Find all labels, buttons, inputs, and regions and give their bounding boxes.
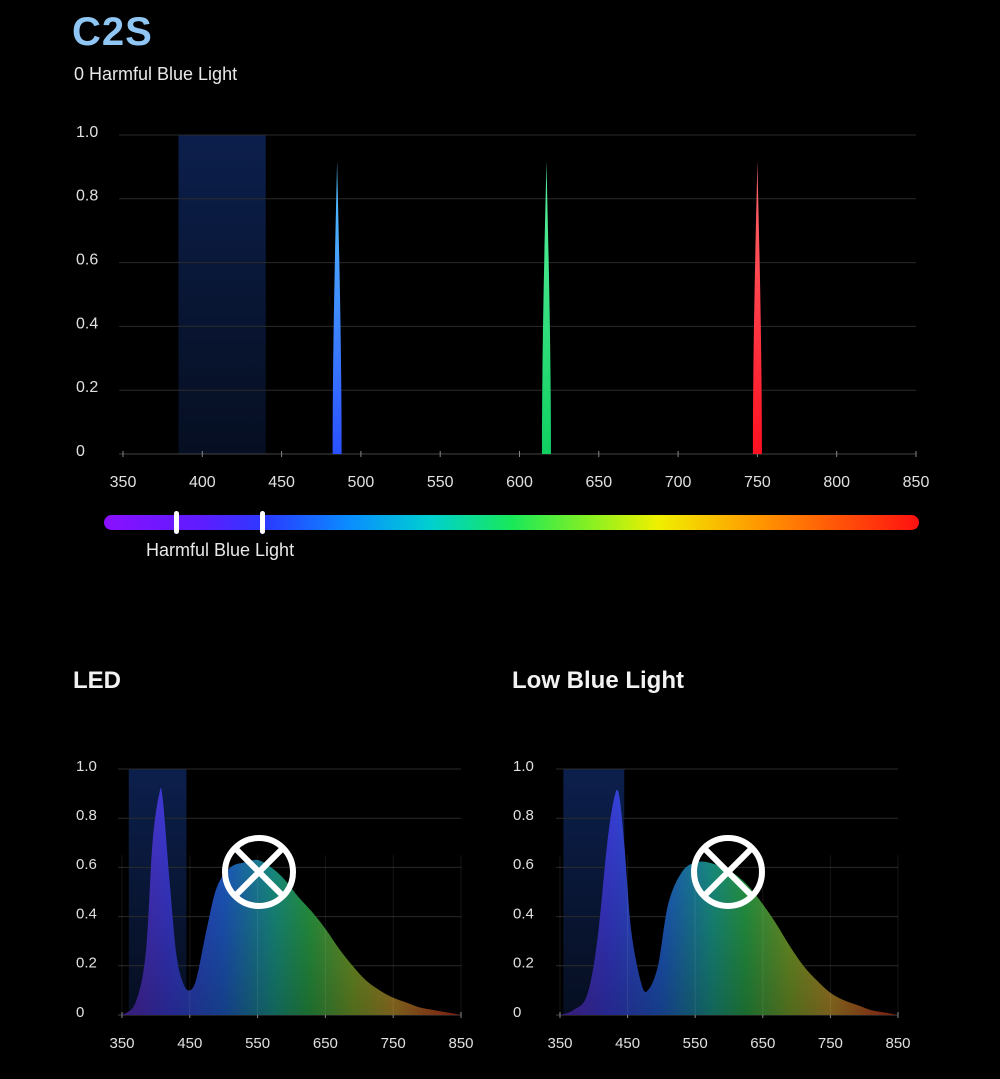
led-x-tick-label: 350: [109, 1035, 134, 1052]
main-peak-blue: [332, 160, 342, 454]
led-x-tick-label: 550: [245, 1035, 270, 1052]
led-x-tick-label: 650: [313, 1035, 338, 1052]
led-cross-icon: [222, 835, 296, 909]
low-blue-light-spectrum-chart: 0 0.2 0.4 0.6 0.8 1.0 350 450 550 650 750 850: [513, 758, 911, 1052]
page-title: C2S: [72, 10, 153, 54]
harmful-range-end-marker: [260, 511, 265, 534]
main-y-tick-label: 0.8: [76, 188, 98, 205]
low-spectrum-shade: [560, 789, 898, 1015]
led-x-tick-label: 850: [448, 1035, 473, 1052]
main-peak-red: [752, 160, 762, 454]
low-x-tick-label: 750: [818, 1035, 843, 1052]
main-peak-green: [541, 160, 551, 454]
led-y-tick-label: 0.8: [76, 807, 97, 824]
led-spectrum-shade: [122, 787, 461, 1015]
rainbow-bar: [104, 515, 919, 530]
main-x-tick-label: 700: [665, 474, 692, 491]
main-x-tick-label: 400: [189, 474, 216, 491]
main-x-tick-label: 500: [348, 474, 375, 491]
main-y-tick-label: 0.2: [76, 379, 98, 396]
low-y-tick-label: 0.6: [513, 856, 534, 873]
main-x-tick-label: 550: [427, 474, 454, 491]
led-y-tick-label: 0.6: [76, 856, 97, 873]
low-x-tick-label: 550: [683, 1035, 708, 1052]
led-y-tick-label: 1.0: [76, 758, 97, 775]
low-y-tick-label: 0: [513, 1004, 521, 1021]
led-y-tick-label: 0: [76, 1004, 84, 1021]
led-y-tick-label: 0.2: [76, 955, 97, 972]
low-blue-light-section-title: Low Blue Light: [512, 667, 684, 694]
main-x-tick-label: 850: [903, 474, 930, 491]
main-x-tick-label: 600: [506, 474, 533, 491]
low-x-tick-label: 450: [615, 1035, 640, 1052]
main-harmful-band: [178, 135, 266, 454]
page-subtitle: 0 Harmful Blue Light: [74, 64, 238, 84]
led-cross-line: [232, 845, 286, 899]
main-spectrum-chart: 0 0.2 0.4 0.6 0.8 1.0 350 400 450 500 550 600 650 700…: [76, 124, 929, 491]
spectrum-color-bar: [104, 511, 919, 534]
led-section-title: LED: [73, 667, 121, 694]
led-x-tick-label: 450: [177, 1035, 202, 1052]
led-y-tick-label: 0.4: [76, 905, 97, 922]
main-x-tick-label: 350: [110, 474, 137, 491]
harmful-blue-light-label: Harmful Blue Light: [146, 540, 295, 560]
low-x-tick-label: 650: [750, 1035, 775, 1052]
main-x-tick-label: 650: [585, 474, 612, 491]
low-x-tick-label: 350: [547, 1035, 572, 1052]
led-x-tick-label: 750: [381, 1035, 406, 1052]
low-cross-icon: [691, 835, 765, 909]
main-x-tick-label: 800: [823, 474, 850, 491]
low-x-tick-label: 850: [885, 1035, 910, 1052]
low-cross-line: [701, 845, 755, 899]
low-y-tick-label: 0.4: [513, 905, 534, 922]
main-x-tick-label: 450: [268, 474, 295, 491]
led-spectrum-chart: 0 0.2 0.4 0.6 0.8 1.0 350 450 550 650 750 850: [76, 758, 474, 1052]
main-y-tick-label: 0.4: [76, 315, 98, 332]
low-y-tick-label: 0.2: [513, 955, 534, 972]
low-y-tick-label: 1.0: [513, 758, 534, 775]
main-y-tick-label: 0: [76, 443, 85, 460]
main-x-tick-label: 750: [744, 474, 771, 491]
main-y-tick-label: 1.0: [76, 124, 98, 141]
low-y-tick-label: 0.8: [513, 807, 534, 824]
main-y-tick-label: 0.6: [76, 252, 98, 269]
harmful-range-start-marker: [174, 511, 179, 534]
